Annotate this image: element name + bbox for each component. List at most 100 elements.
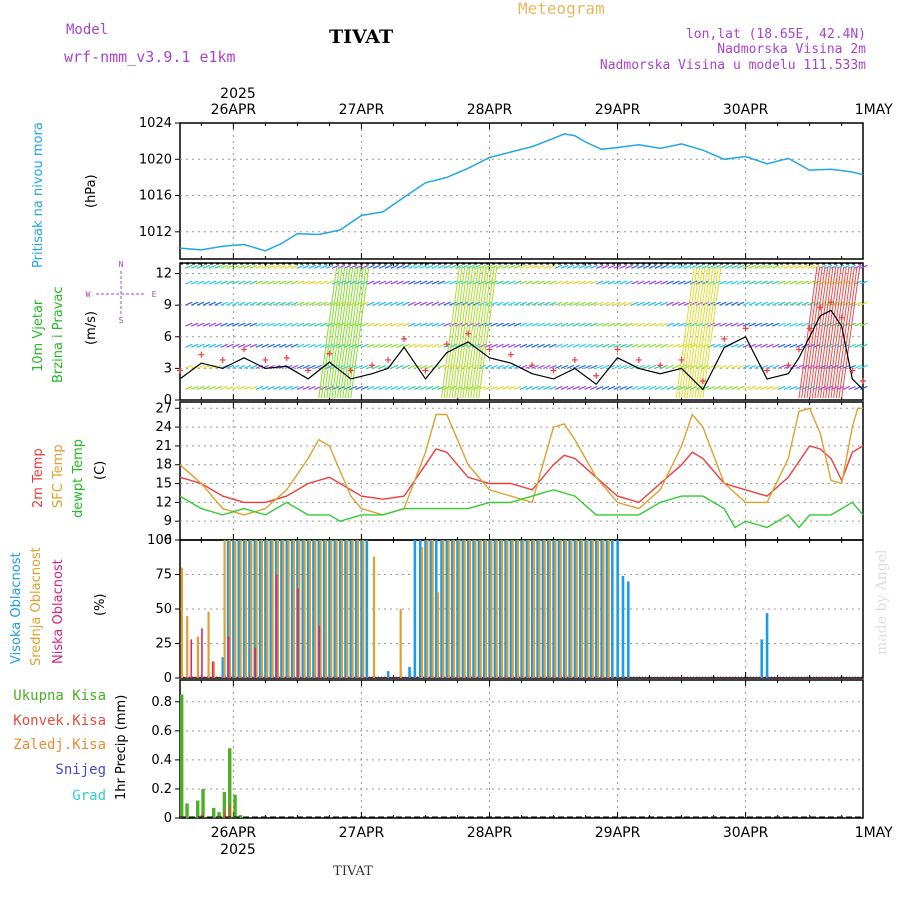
high-cloud-bar bbox=[285, 540, 289, 678]
wind-event-barb bbox=[331, 266, 351, 399]
wind-barb bbox=[736, 385, 745, 391]
wind-barb bbox=[325, 385, 334, 391]
wind-barb bbox=[637, 385, 645, 391]
wind-barb bbox=[554, 264, 563, 269]
cloud-label-3: Niska Oblacnost bbox=[51, 559, 66, 664]
wind-barb bbox=[642, 364, 651, 369]
wind-barb bbox=[425, 322, 434, 327]
wind-barb bbox=[472, 385, 481, 391]
wind-barb bbox=[572, 280, 580, 285]
model-elevation-text: Nadmorska Visina u modelu 111.533m bbox=[600, 58, 866, 73]
wind-barb bbox=[672, 385, 680, 391]
wind-barb bbox=[361, 385, 369, 391]
mid-cloud-bar bbox=[186, 615, 189, 678]
wind-event-barb bbox=[841, 266, 861, 399]
wind-barb bbox=[672, 343, 680, 348]
wind-barb bbox=[648, 385, 657, 391]
wind-barb bbox=[642, 343, 651, 348]
wind-barb bbox=[607, 343, 616, 348]
wind-barb bbox=[725, 364, 733, 369]
wind-barb bbox=[783, 301, 792, 306]
wind-barb bbox=[584, 301, 592, 306]
ytick-label: 0.8 bbox=[151, 695, 172, 710]
wind-gust-marker bbox=[550, 367, 557, 374]
wind-barb bbox=[678, 343, 686, 348]
wind-barb bbox=[554, 322, 563, 327]
wind-barb bbox=[314, 364, 322, 369]
wind-barb bbox=[713, 301, 721, 306]
wind-barb bbox=[607, 322, 616, 327]
wind-barb bbox=[760, 322, 768, 327]
wind-barb bbox=[848, 385, 856, 391]
wind-barb bbox=[760, 301, 768, 306]
wind-barb bbox=[367, 301, 375, 306]
wind-barb bbox=[507, 322, 516, 327]
wind-barb bbox=[607, 301, 616, 306]
wind-barb bbox=[525, 280, 534, 285]
wind-barb bbox=[214, 385, 222, 391]
wind-barb bbox=[648, 364, 657, 369]
high-cloud-bar bbox=[322, 540, 326, 678]
wind-barb bbox=[226, 264, 234, 269]
wind-barb bbox=[549, 322, 557, 327]
high-cloud-bar bbox=[616, 540, 619, 678]
wind-barb bbox=[777, 385, 786, 391]
mid-cloud-bar bbox=[330, 540, 333, 678]
wind-barb bbox=[631, 343, 639, 348]
wind-barb bbox=[525, 322, 534, 327]
high-cloud-bar bbox=[386, 671, 390, 678]
wind-barb bbox=[777, 343, 786, 348]
wind-barb bbox=[249, 322, 258, 327]
wind-barb bbox=[290, 301, 299, 306]
wind-event-barb bbox=[320, 266, 340, 399]
wind-barb bbox=[543, 280, 551, 285]
wind-barb bbox=[290, 280, 299, 285]
wind-barb bbox=[730, 343, 739, 348]
wind-barb bbox=[255, 385, 264, 391]
wind-event-barb bbox=[830, 266, 850, 399]
total-precip-bar bbox=[185, 803, 189, 818]
wind-gust-marker bbox=[443, 341, 450, 348]
mid-cloud-bar bbox=[180, 567, 183, 678]
high-cloud-bar bbox=[269, 540, 273, 678]
wind-barb bbox=[396, 264, 404, 269]
wind-event-barb bbox=[464, 266, 484, 399]
mid-cloud-bar bbox=[548, 540, 552, 678]
wind-barb bbox=[408, 364, 416, 369]
wind-barb bbox=[455, 280, 463, 285]
wind-barb bbox=[684, 280, 692, 285]
wind-barb bbox=[372, 264, 381, 269]
wind-barb bbox=[196, 264, 205, 269]
wind-barb bbox=[595, 364, 604, 369]
wind-barb bbox=[531, 264, 539, 269]
wind-barb bbox=[631, 280, 639, 285]
high-cloud-bar bbox=[605, 540, 609, 678]
wind-barb bbox=[777, 364, 786, 369]
wind-barb bbox=[684, 343, 692, 348]
wind-barb bbox=[719, 322, 727, 327]
wind-barb bbox=[590, 343, 598, 348]
precip-legend: Ukupna Kisa Konvek.Kisa Zaledj.Kisa Snijeg G… bbox=[13, 688, 106, 804]
ytick-label: 6 bbox=[164, 330, 172, 345]
wind-barb bbox=[736, 343, 745, 348]
wind-event-barb bbox=[459, 266, 479, 399]
wind-barb bbox=[296, 264, 305, 269]
wind-barb bbox=[848, 343, 856, 348]
wind-barb bbox=[631, 301, 639, 306]
wind-barb bbox=[754, 264, 762, 269]
wind-barb bbox=[396, 280, 404, 285]
model-label: Model bbox=[66, 22, 108, 38]
wind-barb bbox=[261, 280, 269, 285]
wind-barb bbox=[390, 343, 399, 348]
wind-barb bbox=[854, 343, 862, 348]
mid-cloud-bar bbox=[431, 540, 434, 678]
wind-barb bbox=[807, 301, 815, 306]
wind-barb bbox=[836, 280, 845, 285]
wind-barb bbox=[232, 385, 240, 391]
wind-barb bbox=[666, 301, 674, 306]
cloud-label-2: Srednja Oblacnost bbox=[29, 547, 44, 666]
wind-barb bbox=[196, 301, 205, 306]
high-cloud-bar bbox=[242, 540, 246, 678]
mid-cloud-bar bbox=[223, 540, 226, 678]
wind-event-barb bbox=[336, 266, 356, 399]
